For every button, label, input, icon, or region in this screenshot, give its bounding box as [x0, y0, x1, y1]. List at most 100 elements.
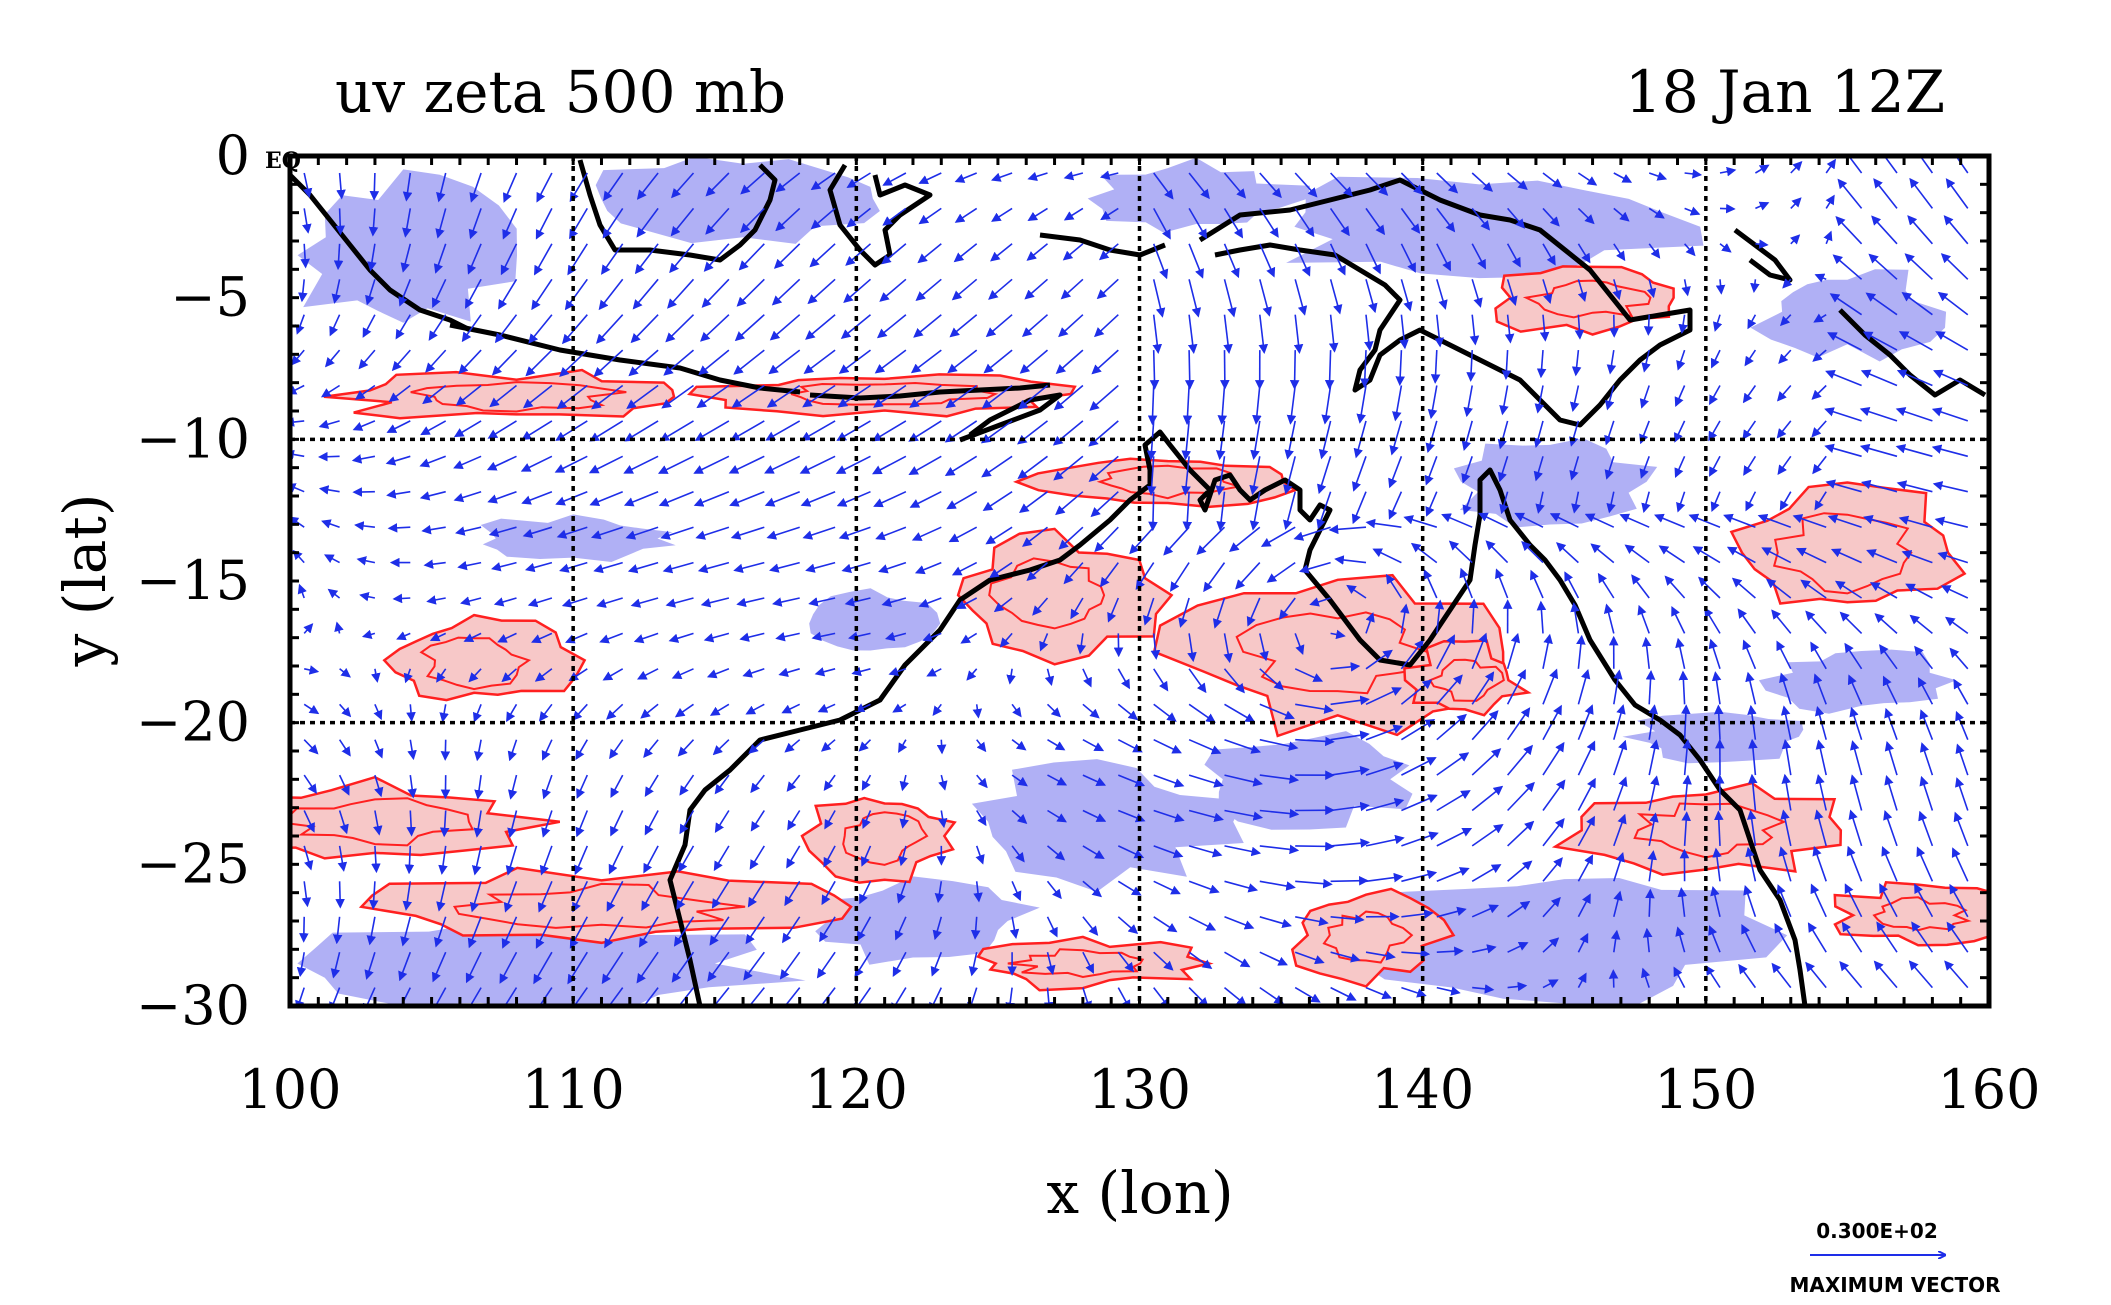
wind-vector	[814, 667, 836, 677]
y-tick-label-10: −10	[136, 407, 250, 470]
wind-vector	[1647, 850, 1657, 882]
wind-vector	[1330, 801, 1370, 812]
wind-vector	[634, 243, 659, 275]
wind-vector	[1152, 279, 1166, 318]
wind-vector	[608, 987, 624, 1006]
wind-vector	[419, 455, 446, 468]
wind-vector	[1436, 752, 1470, 776]
wind-vector	[1082, 774, 1107, 787]
wind-vector	[851, 666, 871, 677]
wind-vector	[1046, 952, 1056, 976]
wind-vector	[536, 172, 553, 203]
wind-vector	[729, 490, 765, 507]
wind-vector	[1424, 456, 1438, 486]
wind-vector	[1153, 845, 1184, 859]
wind-vector	[1471, 172, 1493, 192]
wind-vector	[810, 207, 836, 230]
wind-vector	[338, 774, 350, 796]
wind-vector	[769, 561, 800, 573]
wind-vector	[1684, 169, 1703, 179]
wind-vector	[1898, 515, 1933, 528]
wind-vector	[1909, 177, 1934, 209]
wind-vector	[1681, 279, 1691, 297]
wind-vector	[1017, 455, 1048, 479]
wind-vector	[1719, 243, 1732, 253]
wind-vector	[1427, 385, 1438, 420]
x-tick-label-110: 110	[522, 1058, 625, 1121]
wind-vector	[836, 490, 871, 507]
wind-vector	[1117, 916, 1139, 935]
wind-vector	[860, 845, 872, 867]
wind-vector	[1710, 885, 1721, 917]
wind-vector	[1294, 986, 1321, 1003]
wind-vector	[1143, 597, 1155, 626]
wind-vector	[1675, 637, 1686, 669]
wind-vector	[800, 420, 836, 441]
wind-vector	[1940, 253, 1969, 280]
wind-vector	[1365, 243, 1381, 275]
wind-vector	[336, 172, 346, 200]
wind-vector	[1645, 670, 1656, 705]
wind-vector	[705, 172, 730, 197]
wind-vector	[1577, 815, 1595, 847]
wind-vector	[1905, 583, 1933, 599]
wind-vector	[524, 561, 553, 573]
wind-vector	[1577, 777, 1596, 811]
wind-vector	[1188, 703, 1216, 723]
wind-vector	[881, 243, 907, 265]
wind-vector	[1330, 629, 1346, 640]
wind-vector	[1868, 253, 1898, 280]
wind-vector	[879, 278, 907, 302]
wind-vector	[745, 916, 765, 945]
wind-vector	[358, 349, 376, 370]
wind-vector	[374, 774, 384, 798]
wind-vector	[1747, 773, 1758, 811]
wind-vector	[1011, 774, 1028, 787]
wind-vector	[1684, 243, 1696, 257]
wind-vector	[1330, 730, 1370, 741]
wind-vector	[871, 455, 907, 475]
wind-vector	[575, 739, 588, 761]
wind-vector	[1507, 981, 1528, 992]
wind-vector	[1321, 385, 1332, 425]
wind-vector	[1542, 896, 1561, 918]
wind-vector	[1330, 914, 1365, 924]
wind-vector	[1624, 544, 1650, 564]
wind-vector	[1019, 491, 1048, 513]
wind-vector	[1135, 562, 1155, 591]
wind-vector	[993, 597, 1013, 613]
wind-vector	[1533, 420, 1544, 448]
wind-vector	[303, 623, 314, 634]
wind-vector	[1022, 526, 1048, 547]
timor-coastline	[959, 392, 1063, 443]
wind-vector	[623, 455, 659, 474]
wind-vector	[422, 384, 447, 405]
positive-vorticity-contour-0	[290, 797, 475, 847]
wind-vector	[1436, 279, 1448, 310]
wind-vector	[643, 739, 659, 759]
wind-vector	[1898, 331, 1933, 351]
wind-vector	[1223, 633, 1233, 664]
wind-vector	[734, 314, 765, 342]
wind-vector	[1792, 514, 1827, 528]
wind-vector	[1613, 776, 1628, 811]
wind-vector	[1710, 491, 1721, 512]
wind-vector	[914, 561, 942, 575]
wind-vector	[575, 810, 589, 838]
wind-vector	[802, 526, 836, 540]
wind-vector	[1400, 279, 1413, 312]
wind-vector	[1874, 613, 1898, 634]
wind-vector	[407, 739, 417, 761]
wind-vector	[955, 597, 978, 609]
wind-vector	[1812, 349, 1827, 362]
wind-vector	[1776, 420, 1792, 439]
wind-vector	[430, 987, 447, 1006]
wind-vector	[1032, 597, 1049, 616]
wind-vector	[388, 384, 411, 403]
wind-vector	[890, 987, 907, 1006]
wind-vector	[533, 951, 553, 985]
wind-vector	[593, 349, 624, 377]
wind-vector	[1708, 925, 1721, 953]
wind-vector	[1731, 577, 1756, 599]
wind-vector	[1832, 254, 1863, 280]
